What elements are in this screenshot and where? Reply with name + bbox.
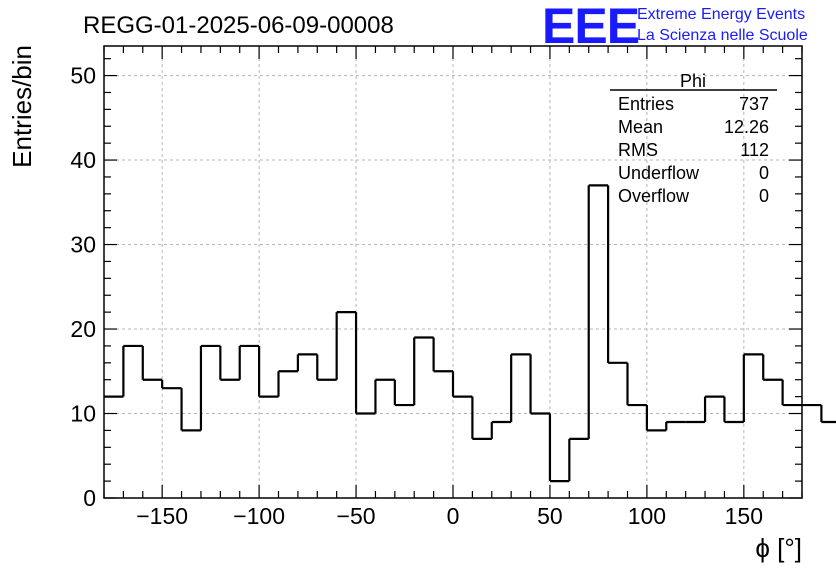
y-tick-label: 10: [70, 401, 96, 427]
grid-lines: [104, 46, 802, 498]
x-axis-title: ϕ [°]: [755, 533, 802, 563]
x-tick-label: 150: [725, 503, 763, 529]
stats-row-value: 0: [759, 186, 769, 206]
y-tick-label: 20: [70, 316, 96, 342]
logo-line-1: Extreme Energy Events: [637, 6, 805, 23]
x-tick-label: 0: [447, 503, 460, 529]
stats-row-label: Mean: [618, 117, 663, 137]
x-tick-label: 50: [537, 503, 563, 529]
x-tick-label: 100: [628, 503, 666, 529]
y-tick-label: 40: [70, 147, 96, 173]
histogram-bars: [104, 184, 836, 483]
logo-mark: EEE: [542, 0, 639, 54]
y-axis-title: Entries/bin: [7, 45, 37, 168]
stats-row-label: Overflow: [618, 186, 690, 206]
stats-box: Phi Entries 737 Mean 12.26 RMS 112 Underflow 0 O…: [610, 71, 777, 206]
tick-labels: −150 −100 −50 0 50 100 150 0 10 20 30 40 50: [70, 63, 763, 529]
stats-row-label: Underflow: [618, 163, 700, 183]
stats-row-value: 737: [739, 94, 769, 114]
y-tick-label: 30: [70, 232, 96, 258]
axis-ticks: [103, 46, 803, 499]
y-tick-label: 0: [83, 485, 96, 511]
eee-logo: EEE Extreme Energy Events La Scienza nel…: [542, 0, 808, 54]
stats-row-value: 12.26: [724, 117, 769, 137]
stats-row-label: Entries: [618, 94, 674, 114]
x-tick-label: −100: [233, 503, 285, 529]
stats-row-value: 112: [740, 140, 769, 160]
logo-line-2: La Scienza nelle Scuole: [637, 27, 808, 44]
chart-title: REGG-01-2025-06-09-00008: [83, 12, 394, 39]
stats-row-value: 0: [759, 163, 769, 183]
stats-row-label: RMS: [618, 140, 658, 160]
y-tick-label: 50: [70, 63, 96, 89]
x-tick-label: −150: [136, 503, 188, 529]
x-tick-label: −50: [337, 503, 376, 529]
stats-title: Phi: [680, 71, 706, 91]
